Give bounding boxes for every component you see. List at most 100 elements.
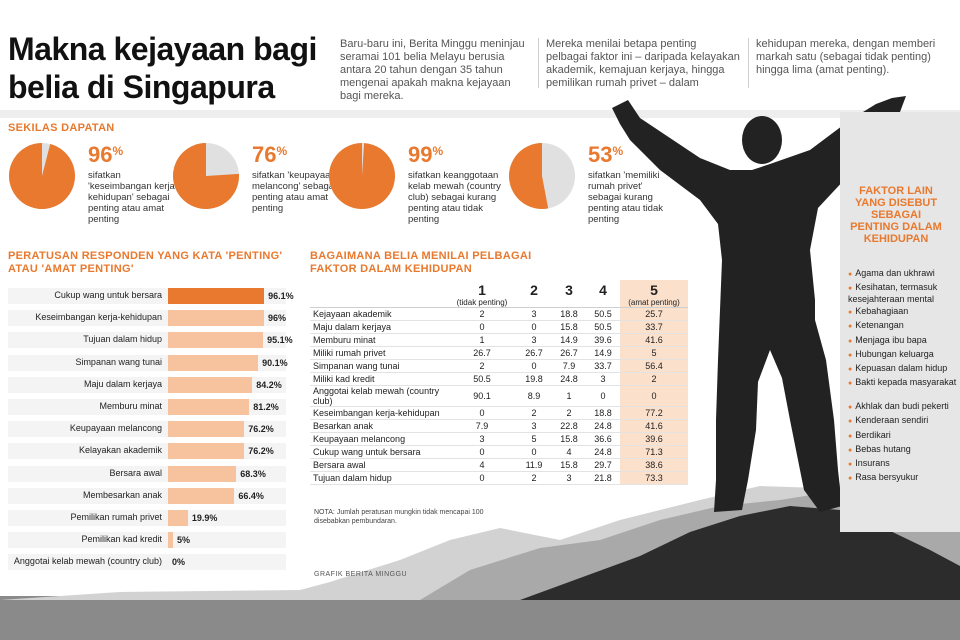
person-silhouette [612, 96, 906, 512]
other-factor-label: Kesihatan, termasuk kesejahteraan mental [848, 282, 938, 305]
table-cell: 33.7 [586, 359, 620, 373]
table-cell: 18.8 [586, 406, 620, 420]
table-cell: 3 [516, 307, 552, 321]
table-cell: 36.6 [586, 432, 620, 446]
table-heading-line: FAKTOR DALAM KEHIDUPAN [310, 263, 473, 275]
other-factor-item: ● Kepuasan dalam hidup [848, 363, 960, 375]
bullet-icon: ● [848, 418, 853, 426]
percent-sign: % [612, 144, 624, 158]
ground-band [0, 596, 960, 640]
table-row: Anggotai kelab mewah (country club) 90.1 8… [310, 385, 688, 407]
bar-category-label: Pemilikan rumah privet [70, 512, 162, 522]
bar-row: Anggotai kelab mewah (country club) 0% [8, 554, 286, 571]
table-cell: 22.8 [552, 419, 586, 433]
row-label: Miliki kad kredit [310, 372, 448, 386]
bullet-icon: ● [848, 432, 853, 440]
table-cell: 3 [586, 372, 620, 386]
column-number: 5 [650, 282, 658, 298]
table-header-blank [310, 280, 448, 308]
table-column-header: 1 (tidak penting) [448, 280, 516, 308]
table-cell: 18.8 [552, 307, 586, 321]
row-label: Keseimbangan kerja-kehidupan [310, 406, 448, 420]
percent-sign: % [276, 144, 288, 158]
other-factor-label: Kebahagiaan [855, 306, 909, 317]
table-row: Bersara awal 4 11.9 15.8 29.7 38.6 [310, 458, 688, 472]
highlight-pie [173, 143, 239, 209]
bar [168, 399, 250, 415]
bar [168, 288, 265, 304]
rating-table: 1 (tidak penting) 2 3 4 5 (amat penting) Kejay… [310, 280, 688, 485]
pie-slice [509, 143, 549, 209]
table-cell: 71.3 [620, 445, 688, 459]
bar-category-label: Bersara awal [109, 467, 162, 478]
bar-row: Bersara awal 68.3% [8, 465, 286, 482]
bar-category-label: Membesarkan anak [82, 489, 162, 500]
column-number: 4 [599, 282, 607, 298]
bar-chart-heading-line: ATAU 'AMAT PENTING' [8, 263, 134, 275]
highlight-caption: sifatkan 'memiliki rumah privet' sebagai… [588, 170, 664, 225]
table-row: Miliki rumah privet 26.7 26.7 26.7 14.9 5 [310, 346, 688, 360]
table-header-row: 1 (tidak penting) 2 3 4 5 (amat penting) [310, 280, 688, 308]
table-column-header: 4 [586, 280, 620, 308]
rating-table-container: 1 (tidak penting) 2 3 4 5 (amat penting) Kejay… [310, 280, 690, 485]
bar-value-label: 66.4% [238, 490, 264, 501]
other-factor-label: Berdikari [855, 429, 891, 440]
bar-category-label: Simpanan wang tunai [75, 356, 162, 367]
bar-value-label: 19.9% [191, 513, 218, 523]
table-row: Tujuan dalam hidup 0 2 3 21.8 73.3 [310, 471, 688, 485]
bar [168, 487, 235, 504]
table-cell: 0 [516, 320, 552, 334]
highlight-percent: 96% [88, 142, 123, 168]
table-cell: 0 [448, 471, 516, 485]
table-cell: 26.7 [448, 346, 516, 360]
other-factor-label: Bakti kepada masyarakat [855, 377, 957, 388]
bar-row: Pemilikan kad kredit 5% [8, 532, 286, 549]
column-caption: (amat penting) [628, 298, 680, 307]
percent-sign: % [112, 144, 124, 158]
bar-value-label: 96.1% [268, 291, 294, 301]
table-cell: 2 [620, 372, 688, 386]
row-label: Maju dalam kerjaya [310, 320, 448, 334]
row-label: Memburu minat [310, 333, 448, 347]
table-cell: 2 [448, 359, 516, 373]
bar-chart-heading: PERATUSAN RESPONDEN YANG KATA 'PENTING' … [8, 250, 282, 276]
bar-row: Simpanan wang tunai 90.1% [8, 354, 288, 371]
highlight-pie [9, 143, 76, 209]
table-cell: 0 [620, 385, 688, 407]
bar-category-label: Anggotai kelab mewah (country club) [13, 556, 162, 567]
bar [168, 332, 264, 349]
other-factor-label: Kenderaan sendiri [855, 415, 929, 426]
table-cell: 26.7 [552, 346, 586, 360]
table-cell: 50.5 [448, 372, 516, 386]
row-label: Besarkan anak [310, 419, 448, 433]
table-cell: 0 [448, 320, 516, 334]
other-factor-item: ● Kesihatan, termasuk kesejahteraan menta… [848, 282, 960, 305]
bar-category-label: Tujuan dalam hidup [83, 334, 162, 345]
row-label: Miliki rumah privet [310, 346, 448, 360]
bar [168, 532, 173, 549]
table-cell: 14.9 [552, 333, 586, 347]
row-label: Tujuan dalam hidup [310, 471, 448, 485]
table-cell: 90.1 [448, 385, 516, 407]
page-title: Makna kejayaan bagi belia di Singapura [8, 31, 317, 105]
bullet-icon: ● [848, 271, 853, 278]
table-cell: 0 [448, 445, 516, 459]
bar-value-label: 95.1% [267, 335, 293, 346]
table-cell: 7.9 [448, 419, 516, 433]
other-factor-item: ● Akhlak dan budi pekerti [848, 401, 960, 413]
bar-category-label: Cukup wang untuk bersara [54, 290, 162, 300]
table-cell: 73.3 [620, 471, 688, 485]
other-factor-item: ● Bakti kepada masyarakat [848, 377, 960, 389]
table-row: Keseimbangan kerja-kehidupan 0 2 2 18.8 77.2 [310, 406, 688, 420]
table-heading: BAGAIMANA BELIA MENILAI PELBAGAI FAKTOR … [310, 250, 531, 276]
table-column-header: 2 [516, 280, 552, 308]
bar [168, 443, 245, 460]
table-row: Miliki kad kredit 50.5 19.8 24.8 3 2 [310, 372, 688, 386]
other-factor-label: Akhlak dan budi pekerti [855, 401, 949, 412]
table-cell: 2 [516, 406, 552, 420]
table-cell: 3 [448, 432, 516, 446]
table-cell: 56.4 [620, 359, 688, 373]
bar-category-label: Keseimbangan kerja-kehidupan [35, 312, 162, 323]
highlight-caption: sifatkan 'keupayaan melancong' sebagai p… [252, 170, 337, 214]
